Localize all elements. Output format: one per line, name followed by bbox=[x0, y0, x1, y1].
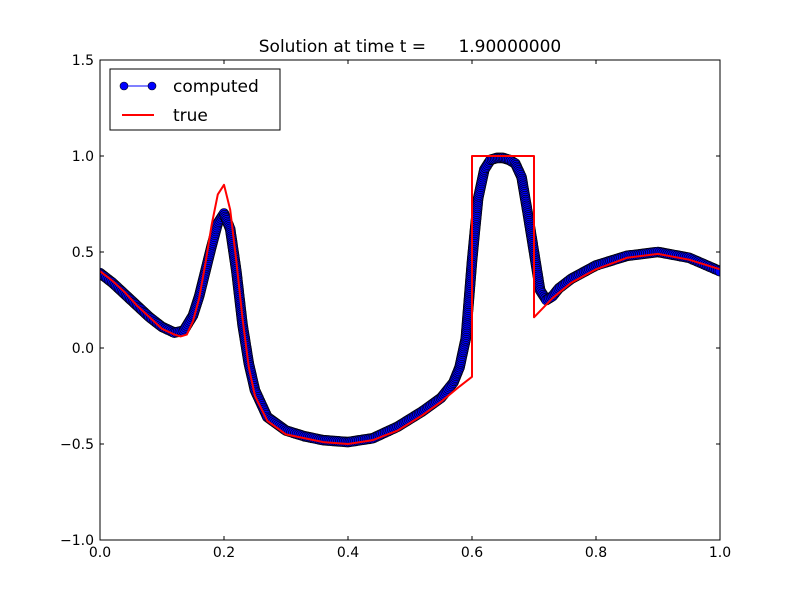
x-tick-label: 1.0 bbox=[709, 545, 731, 561]
axes: 0.0 0.2 0.4 0.6 0.8 1.0 −1.0 −0.5 0.0 0.5 1.0 1.5 bbox=[60, 53, 731, 561]
x-tick-label: 0.6 bbox=[461, 545, 483, 561]
plot-area bbox=[100, 152, 720, 448]
y-tick-label: 1.5 bbox=[72, 53, 94, 69]
y-tick-label: 1.0 bbox=[72, 149, 94, 165]
y-tick-label: −0.5 bbox=[60, 437, 94, 453]
legend-label-computed: computed bbox=[173, 77, 259, 97]
y-tick-label: −1.0 bbox=[60, 533, 94, 549]
y-tick-label: 0.5 bbox=[72, 245, 94, 261]
x-tick-label: 0.0 bbox=[89, 545, 111, 561]
x-tick-label: 0.2 bbox=[213, 545, 235, 561]
legend-marker-computed bbox=[147, 81, 157, 91]
legend-box bbox=[109, 68, 281, 131]
y-tick-label: 0.0 bbox=[72, 341, 94, 357]
legend-label-true: true bbox=[173, 106, 208, 126]
axes-frame bbox=[99, 59, 721, 541]
legend: computed true bbox=[109, 68, 281, 131]
legend-marker-computed bbox=[119, 81, 129, 91]
chart-title: Solution at time t = 1.90000000 bbox=[259, 37, 561, 57]
x-tick-label: 0.4 bbox=[337, 545, 359, 561]
series-line-true bbox=[100, 155, 720, 445]
x-tick-label: 0.8 bbox=[585, 545, 607, 561]
series-group bbox=[100, 152, 720, 448]
